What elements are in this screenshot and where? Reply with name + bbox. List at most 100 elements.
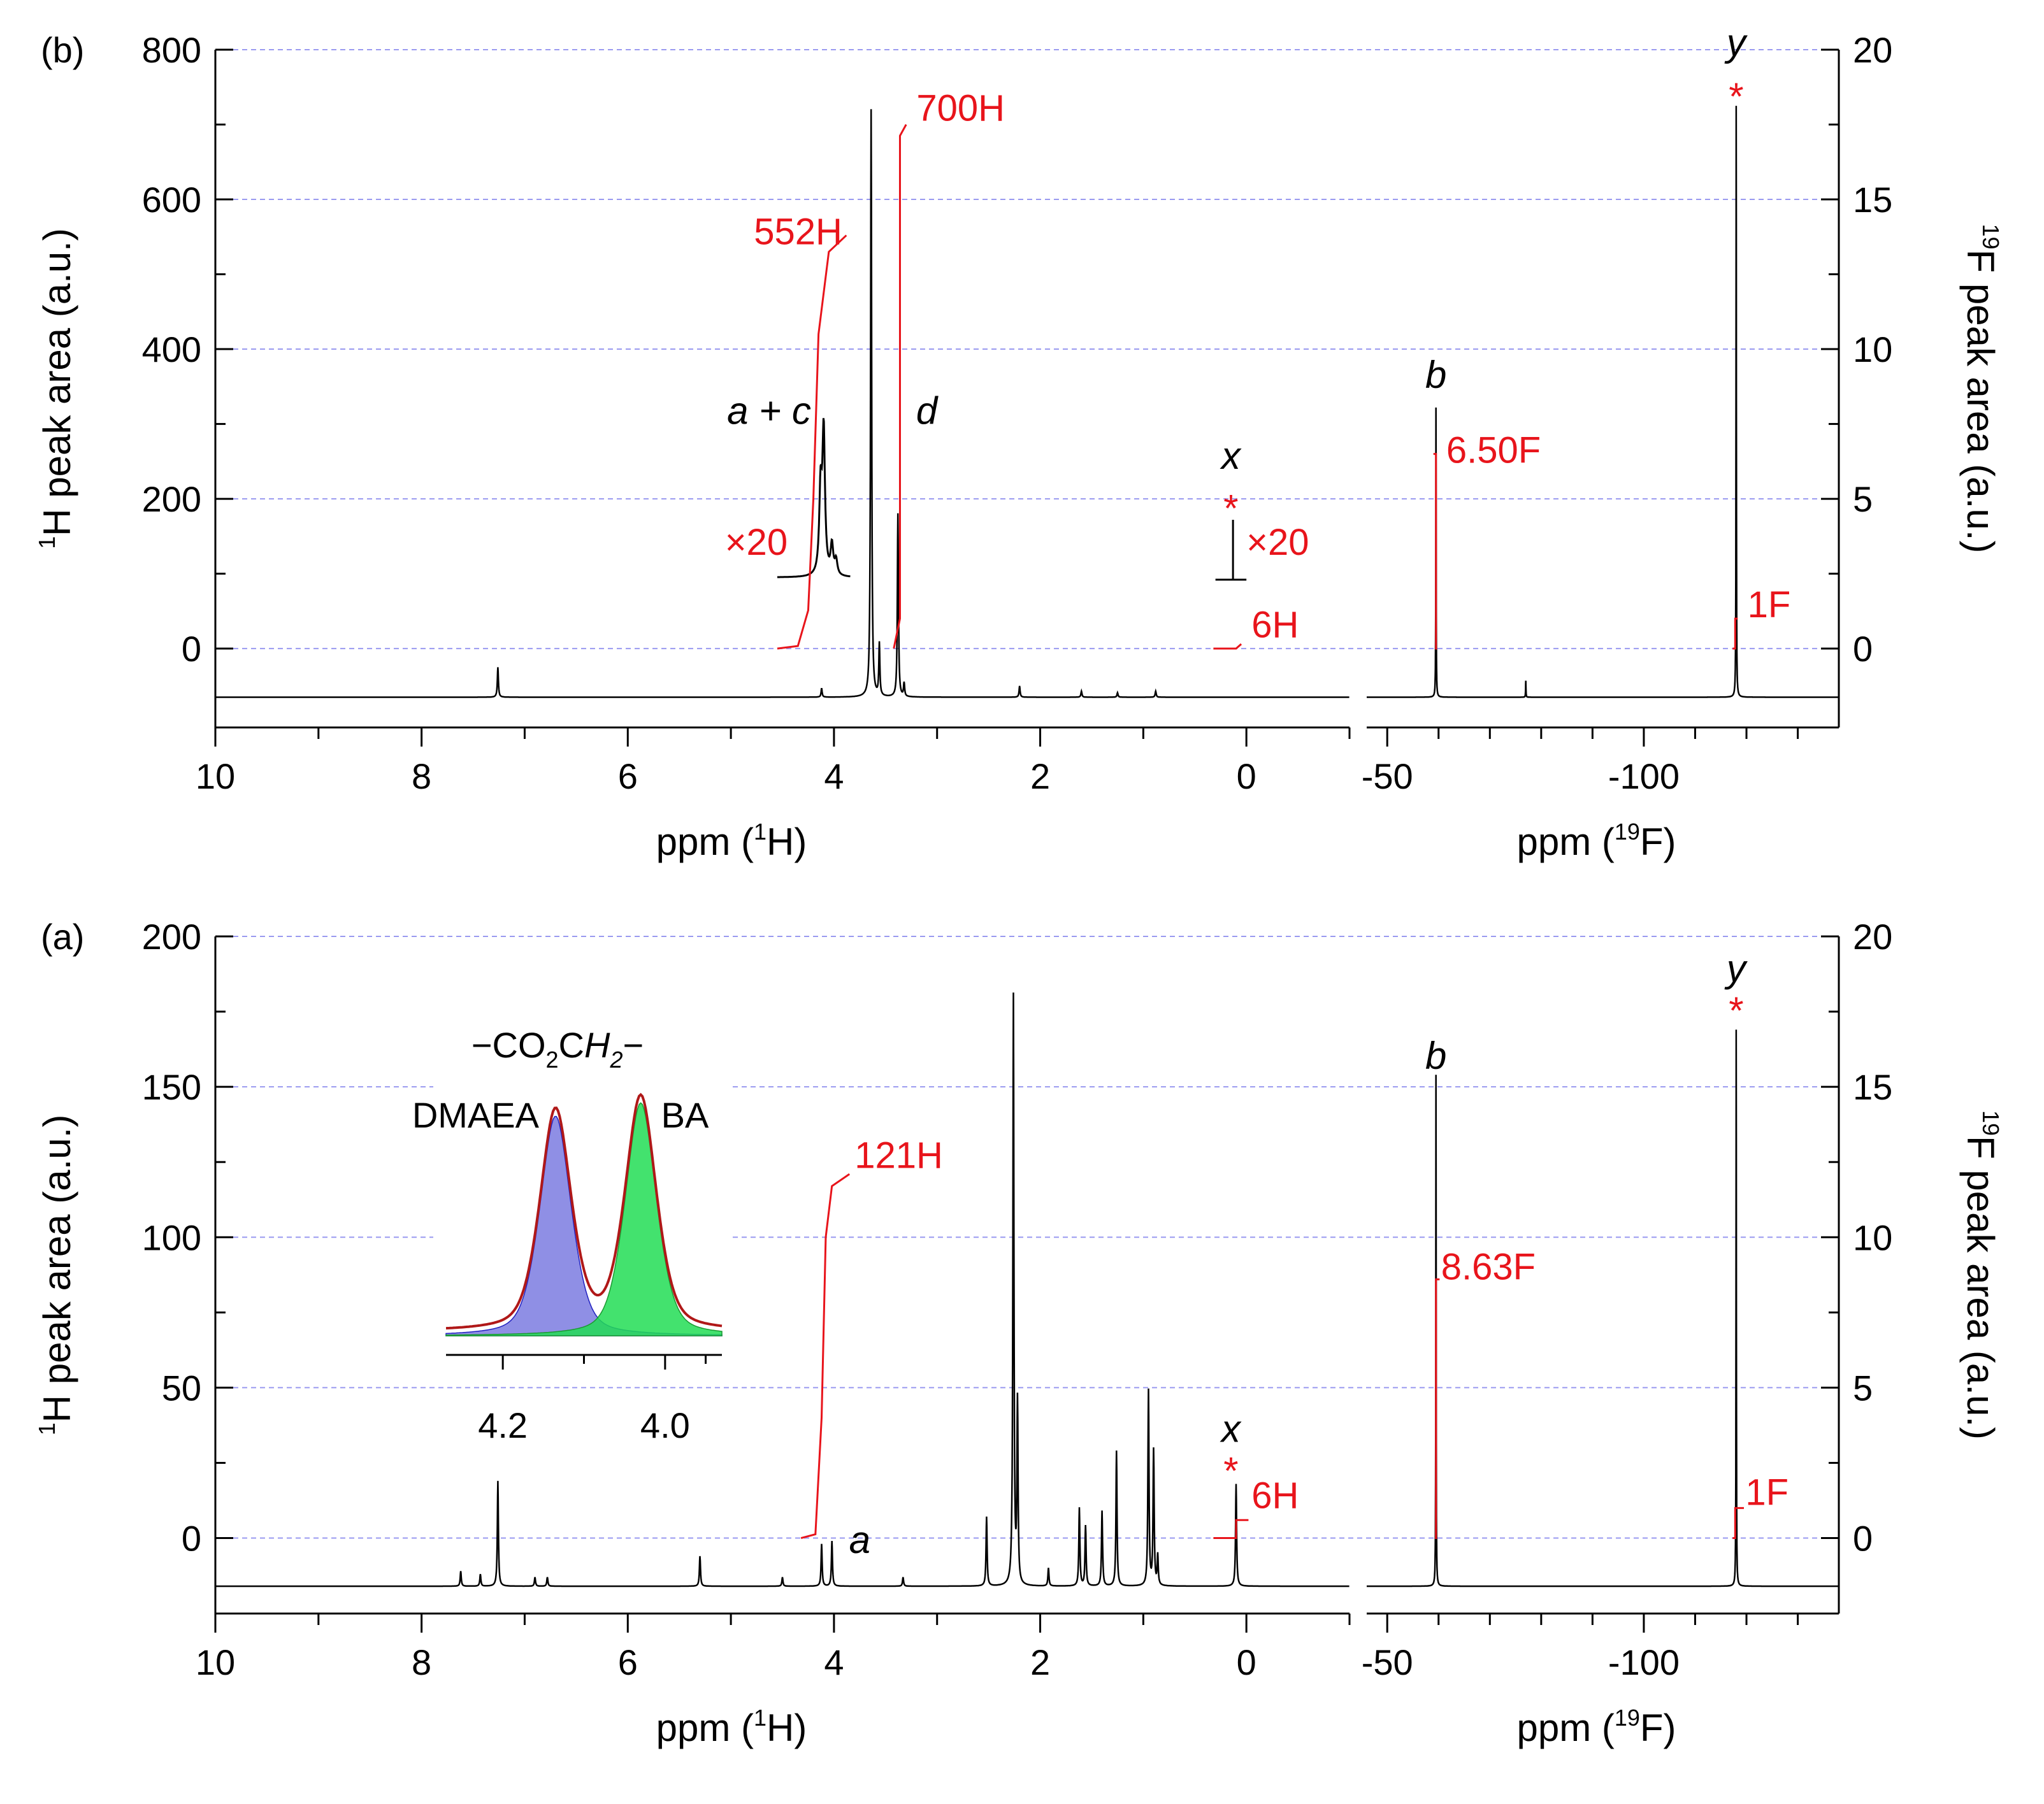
scale-label-x20-right: ×20 — [1246, 522, 1309, 563]
label-part: 1 — [34, 536, 60, 549]
x-tick-label-left: 0 — [1237, 1642, 1256, 1682]
x-tick-label-left: 6 — [618, 1642, 638, 1682]
x-tick-label-left: 10 — [196, 1642, 235, 1682]
y-tick-label-left: 200 — [142, 479, 201, 519]
inset-fit-component-dmaea — [445, 1115, 723, 1336]
y-axis-title-left: 1H peak area (a.u.) — [34, 228, 78, 549]
inset-title-part: H — [584, 1025, 610, 1065]
label-part: H peak area (a.u.) — [36, 1115, 78, 1423]
inset-title-dash: − — [623, 1025, 644, 1065]
label-part: 19 — [1978, 1110, 2004, 1136]
inset-title-subscript: 2 — [546, 1047, 559, 1073]
spectrum-19F — [1367, 106, 1839, 698]
y-axis-title-left: 1H peak area (a.u.) — [34, 1115, 78, 1436]
y-tick-label-right: 0 — [1853, 1519, 1873, 1559]
inset-label-dmaea: DMAEA — [412, 1095, 540, 1135]
integral-6.50F — [1433, 453, 1437, 650]
magnified-x-peak — [1215, 519, 1247, 581]
integral-1F — [1732, 1507, 1744, 1540]
y-tick-label-left: 0 — [182, 629, 201, 669]
label-part: 19 — [1615, 819, 1640, 845]
integral-121H — [800, 1173, 851, 1539]
x-axis-title-right: ppm (19F) — [1516, 1705, 1676, 1749]
peak-label-x: x — [1220, 434, 1242, 477]
y-tick-label-right: 5 — [1853, 479, 1873, 519]
y-tick-label-right: 10 — [1853, 329, 1892, 369]
inset-title: −CO2CH2− — [471, 1025, 644, 1073]
integral-label-6H: 6H — [1251, 1475, 1299, 1516]
inset-title-subscript: 2 — [609, 1047, 623, 1073]
integral-label-6.50F: 6.50F — [1446, 430, 1541, 471]
y-tick-label-left: 0 — [182, 1519, 201, 1559]
y-axis-title-right: 19F peak area (a.u.) — [1959, 224, 2004, 554]
integral-552H — [777, 234, 847, 650]
label-part: 19 — [1615, 1705, 1640, 1731]
panel-label: (a) — [41, 917, 84, 957]
integral-6H — [1213, 643, 1242, 650]
label-part: 1 — [34, 1422, 60, 1435]
x-axis-title-left: ppm (1H) — [656, 819, 807, 863]
x-tick-label-left: 8 — [412, 1642, 431, 1682]
x-tick-label-right: -100 — [1608, 1642, 1680, 1682]
y-tick-label-right: 15 — [1853, 180, 1892, 220]
panel-label: (b) — [41, 30, 84, 70]
inset-title-part: CO — [493, 1025, 546, 1065]
marker-star-x: * — [1223, 1450, 1238, 1493]
label-part: H) — [766, 820, 807, 863]
magnified-ac-peak — [777, 418, 851, 578]
y-axis-title-right: 19F peak area (a.u.) — [1959, 1110, 2004, 1440]
integral-label-121H: 121H — [854, 1135, 943, 1177]
inset-title-part: C — [559, 1025, 584, 1065]
y-tick-label-left: 800 — [142, 30, 201, 70]
peak-label-b: b — [1425, 1034, 1446, 1077]
label-part: F) — [1640, 1707, 1676, 1749]
y-tick-label-left: 150 — [142, 1067, 201, 1107]
inset-label-ba: BA — [661, 1095, 709, 1135]
integral-label-6H: 6H — [1251, 604, 1299, 645]
label-part: ppm ( — [656, 820, 754, 863]
y-tick-label-right: 0 — [1853, 629, 1873, 669]
y-tick-label-right: 15 — [1853, 1067, 1892, 1107]
y-tick-label-left: 200 — [142, 917, 201, 957]
label-part: 1 — [754, 1705, 766, 1731]
integral-6H — [1213, 1519, 1249, 1540]
x-tick-label-left: 0 — [1237, 756, 1256, 796]
peak-label-y: y — [1724, 947, 1748, 990]
y-tick-label-right: 20 — [1853, 30, 1892, 70]
x-tick-label-left: 4 — [824, 756, 844, 796]
peak-label-a: a — [849, 1519, 870, 1561]
inset-fit-component-ba — [445, 1102, 723, 1336]
label-part: H) — [766, 1707, 807, 1749]
marker-star-y: * — [1729, 75, 1743, 118]
label-part: F peak area (a.u.) — [1959, 250, 2002, 554]
peak-label-b: b — [1425, 354, 1446, 396]
integral-label-552H: 552H — [754, 211, 842, 253]
integral-1F — [1732, 617, 1738, 650]
label-part: 1 — [754, 819, 766, 845]
inset-grid-mask — [433, 1231, 733, 1240]
integral-label-1F: 1F — [1748, 584, 1791, 626]
label-part: ppm ( — [656, 1707, 754, 1749]
x-tick-label-left: 2 — [1030, 756, 1050, 796]
y-tick-label-right: 5 — [1853, 1368, 1873, 1408]
y-tick-label-left: 400 — [142, 329, 201, 369]
integral-700H — [893, 124, 907, 649]
label-part: H peak area (a.u.) — [36, 228, 78, 536]
peak-label-x: x — [1220, 1407, 1242, 1450]
x-tick-label-left: 8 — [412, 756, 431, 796]
spectrum-1H — [215, 992, 1349, 1587]
x-tick-label-left: 6 — [618, 756, 638, 796]
peak-label-d: d — [916, 390, 939, 433]
label-part: 19 — [1978, 224, 2004, 250]
y-tick-label-left: 600 — [142, 180, 201, 220]
x-tick-label-left: 2 — [1030, 1642, 1050, 1682]
label-part: ppm ( — [1516, 820, 1614, 863]
y-tick-label-right: 10 — [1853, 1217, 1892, 1257]
x-tick-label-right: -100 — [1608, 756, 1680, 796]
inset-x-tick-label: 4.0 — [640, 1405, 690, 1445]
y-tick-label-left: 50 — [162, 1368, 201, 1408]
marker-star-y: * — [1729, 989, 1743, 1032]
label-part: F peak area (a.u.) — [1959, 1136, 2002, 1440]
